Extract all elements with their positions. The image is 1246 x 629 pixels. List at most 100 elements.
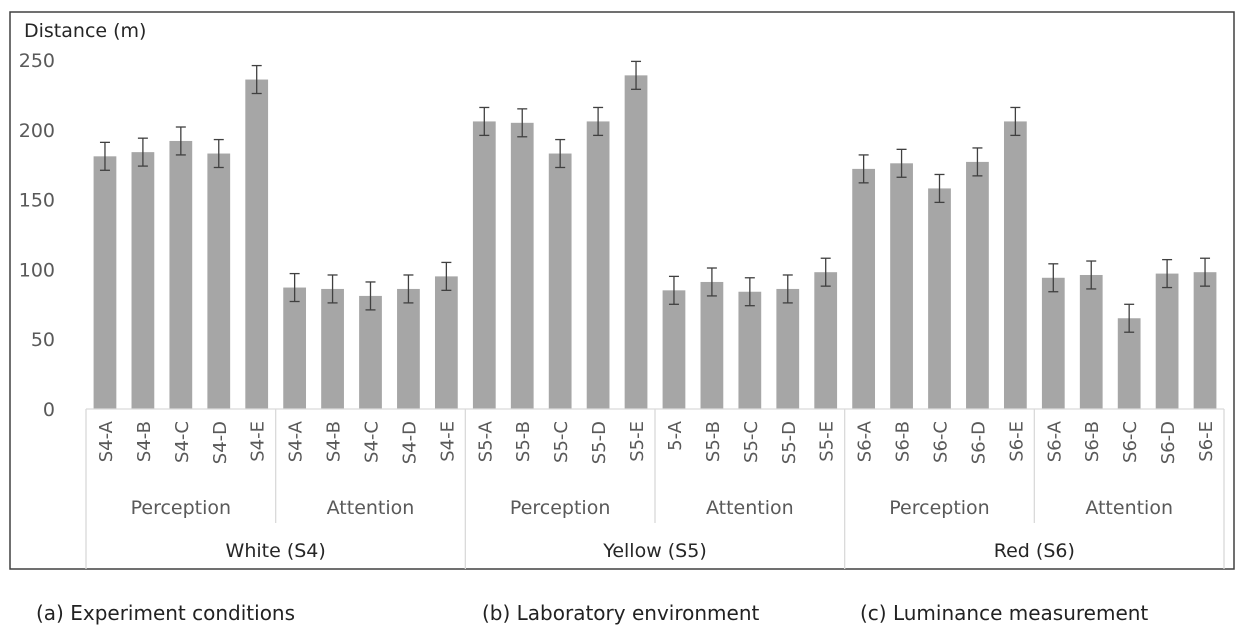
bar xyxy=(662,290,686,409)
bar xyxy=(397,288,420,409)
bar xyxy=(169,140,193,409)
bar xyxy=(1193,272,1217,409)
error-bar xyxy=(744,277,755,307)
bar xyxy=(1003,121,1027,409)
error-bar xyxy=(782,274,793,304)
x-tick-label: S6-B xyxy=(1082,421,1103,462)
x-tick-label: S5-E xyxy=(817,421,838,462)
bar xyxy=(93,156,117,409)
error-bar xyxy=(706,267,717,297)
y-tick-label: 200 xyxy=(19,120,55,142)
x-tick-label: S6-A xyxy=(855,420,876,462)
error-bar xyxy=(365,281,376,311)
bar xyxy=(283,287,307,409)
x-tick-label: S5-B xyxy=(703,421,724,462)
subgroup-label: Attention xyxy=(1085,497,1173,519)
x-tick-label: S5-D xyxy=(589,421,610,464)
error-bar xyxy=(934,173,945,204)
error-bar xyxy=(213,138,224,169)
bar xyxy=(814,272,838,409)
subgroup-label: Perception xyxy=(131,497,231,519)
bar xyxy=(359,295,382,409)
x-tick-label: S4-D xyxy=(210,421,231,464)
error-bar xyxy=(1010,106,1021,137)
y-tick-label: 50 xyxy=(31,329,55,351)
x-tick-label: S5-C xyxy=(741,421,762,463)
caption-a: (a) Experiment conditions xyxy=(36,601,296,625)
x-tick-label: S5-B xyxy=(513,421,534,462)
error-bar xyxy=(858,154,869,184)
bar xyxy=(966,161,989,409)
bar xyxy=(472,121,496,409)
caption-b: (b) Laboratory environment xyxy=(482,601,760,625)
error-bar xyxy=(1124,303,1135,333)
x-tick-label: S6-D xyxy=(1158,421,1179,464)
error-bar xyxy=(517,108,528,138)
x-tick-label: S4-E xyxy=(248,421,269,462)
bar xyxy=(890,163,913,409)
subgroup-label: Perception xyxy=(510,497,610,519)
error-bar xyxy=(99,141,110,171)
group-label: White (S4) xyxy=(226,540,326,562)
x-tick-label: S4-C xyxy=(172,421,193,463)
x-tick-label: S4-D xyxy=(399,421,420,464)
bar xyxy=(245,79,269,409)
x-tick-label: S6-A xyxy=(1044,420,1065,462)
bars xyxy=(93,75,1217,410)
error-bar xyxy=(479,106,490,137)
error-bar xyxy=(1086,260,1097,290)
bar xyxy=(1155,273,1179,409)
error-bar xyxy=(972,147,983,177)
x-tick-label: S6-D xyxy=(968,421,989,464)
bar xyxy=(852,168,876,409)
x-tick-label: S4-C xyxy=(362,421,383,463)
x-tick-label: S4-B xyxy=(324,421,345,462)
x-axis: S4-A S4-B S4-C S4-D S4-E S4-A S4-B S4-C S4-D S4-E… xyxy=(85,408,1225,569)
bar xyxy=(1117,318,1141,409)
group-label: Yellow (S5) xyxy=(602,540,707,562)
x-tick-label: S5-D xyxy=(779,421,800,464)
y-tick-label: 0 xyxy=(43,399,55,421)
x-tick-label: 5-A xyxy=(665,420,686,451)
error-bar xyxy=(175,126,186,156)
error-bar xyxy=(1048,263,1059,293)
bar xyxy=(776,288,800,409)
bar xyxy=(510,122,534,409)
bar xyxy=(207,153,231,409)
error-bars xyxy=(99,60,1211,333)
bar xyxy=(586,121,610,409)
bar xyxy=(548,153,572,409)
x-tick-label: S6-C xyxy=(931,421,952,463)
error-bar xyxy=(327,274,338,304)
x-tick-label: S4-B xyxy=(134,421,155,462)
subgroup-label: Attention xyxy=(327,497,415,519)
y-tick-label: 250 xyxy=(19,50,55,72)
error-bar xyxy=(289,272,300,303)
error-bar xyxy=(1200,257,1211,287)
bar xyxy=(738,291,762,409)
x-tick-label: S6-C xyxy=(1120,421,1141,463)
y-tick-label: 100 xyxy=(19,259,55,281)
y-tick-label: 150 xyxy=(19,190,55,212)
error-bar xyxy=(441,261,452,291)
error-bar xyxy=(668,275,679,305)
error-bar xyxy=(137,137,148,167)
bar xyxy=(624,75,648,409)
x-tick-label: S4-A xyxy=(286,420,307,462)
x-tick-label: S6-E xyxy=(1196,421,1217,462)
y-axis-title: Distance (m) xyxy=(24,20,146,42)
subgroup-label: Perception xyxy=(889,497,989,519)
bar xyxy=(1079,274,1103,409)
bar xyxy=(131,152,155,410)
bar xyxy=(1041,277,1065,409)
error-bar xyxy=(403,274,414,304)
caption-c: (c) Luminance measurement xyxy=(860,601,1149,625)
error-bar xyxy=(631,60,642,90)
x-tick-label: S6-B xyxy=(893,421,914,462)
error-bar xyxy=(555,138,566,169)
x-tick-label: S5-A xyxy=(475,420,496,462)
subgroup-label: Attention xyxy=(706,497,794,519)
error-bar xyxy=(820,257,831,287)
bar xyxy=(321,288,344,409)
error-bar xyxy=(1162,258,1173,289)
